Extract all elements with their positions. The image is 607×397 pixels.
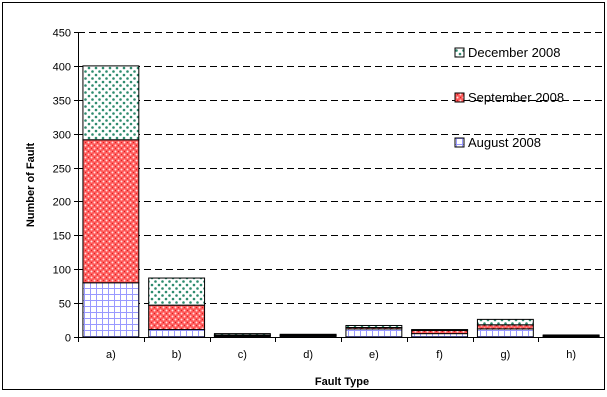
- legend-label: December 2008: [468, 45, 561, 60]
- axes: 0 50 100 150 200 250 300 350 400 450 a) b) c) d) e) f) g…: [53, 28, 605, 361]
- bar-segment: [476, 324, 534, 330]
- bar-segment: [345, 328, 403, 338]
- legend-label: September 2008: [468, 90, 564, 105]
- y-tick-label: 300: [53, 130, 71, 142]
- y-tick-label: 400: [53, 62, 71, 74]
- legend: December 2008 September 2008 August 2008: [454, 45, 564, 150]
- bar-segment: [82, 282, 140, 338]
- bar-segment: [345, 324, 403, 329]
- y-tick-label: 150: [53, 231, 71, 243]
- bar-segment: [82, 65, 140, 141]
- x-tick-label: a): [106, 349, 116, 361]
- bar-segment: [476, 328, 534, 338]
- y-tick-label: 450: [53, 28, 71, 40]
- bar-segment: [148, 329, 206, 338]
- y-axis-title: Number of Fault: [25, 143, 37, 228]
- bar-segment: [411, 333, 469, 338]
- legend-label: August 2008: [468, 135, 541, 150]
- x-axis-title: Fault Type: [315, 376, 369, 388]
- x-tick-label: c): [238, 349, 247, 361]
- y-tick-label: 50: [59, 299, 71, 311]
- bar-segment: [476, 318, 534, 326]
- bars: [82, 65, 600, 338]
- y-tick-label: 100: [53, 265, 71, 277]
- x-tick-label: h): [566, 349, 576, 361]
- legend-swatch: [454, 92, 465, 103]
- x-tick-label: f): [436, 349, 443, 361]
- bar-segment: [82, 139, 140, 284]
- y-tick-label: 250: [53, 164, 71, 176]
- bar-segment: [148, 277, 206, 306]
- bar-segment: [213, 333, 271, 336]
- y-tick-label: 0: [65, 333, 71, 345]
- legend-swatch: [454, 137, 465, 148]
- bar-segment: [411, 329, 469, 332]
- bar-segment: [542, 334, 600, 337]
- y-tick-label: 350: [53, 96, 71, 108]
- x-tick-label: d): [303, 349, 313, 361]
- x-tick-label: b): [172, 349, 182, 361]
- y-tick-label: 200: [53, 197, 71, 209]
- x-tick-label: e): [369, 349, 379, 361]
- bar-segment: [279, 333, 337, 336]
- legend-swatch: [454, 47, 465, 58]
- x-tick-label: g): [500, 349, 510, 361]
- bar-segment: [148, 304, 206, 331]
